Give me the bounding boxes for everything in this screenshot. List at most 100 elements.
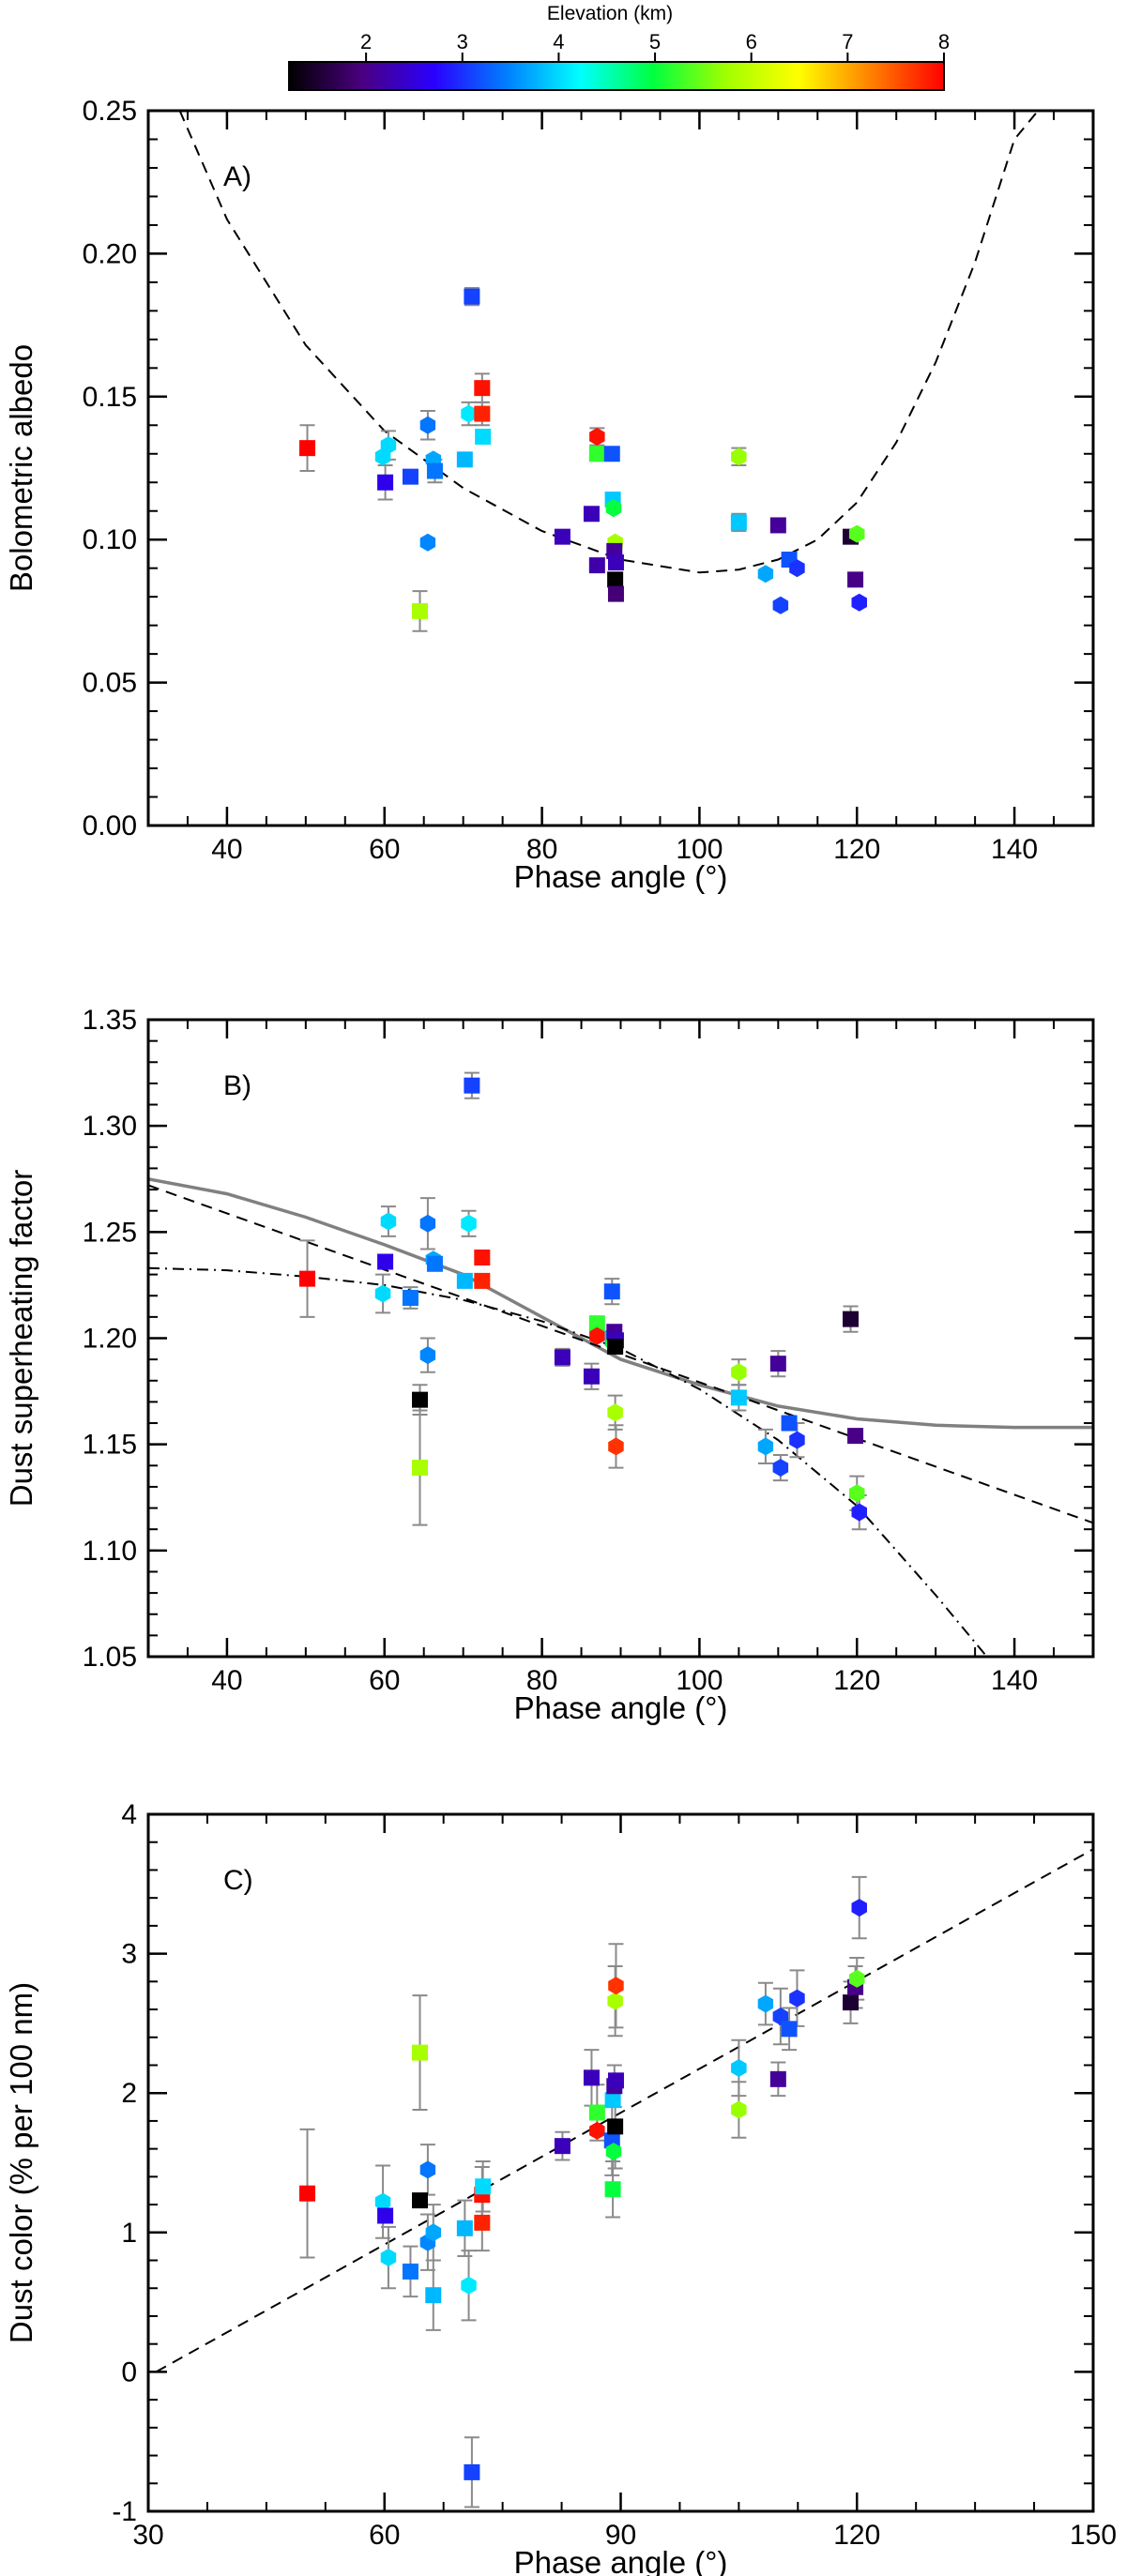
data-point-hexagon xyxy=(789,1989,805,2008)
y-tick-label: 1.35 xyxy=(83,1005,137,1036)
x-axis-title: Phase angle (°) xyxy=(514,2545,728,2576)
x-tick-label: 60 xyxy=(369,834,400,865)
x-tick-label: 40 xyxy=(211,834,242,865)
data-point-square xyxy=(604,2181,621,2198)
x-tick-label: 150 xyxy=(1070,2520,1117,2551)
data-point-square xyxy=(377,2207,394,2224)
x-tick-label: 140 xyxy=(991,1665,1038,1696)
y-tick-label: 0.00 xyxy=(83,811,137,841)
data-point-hexagon xyxy=(419,533,436,552)
data-point-hexagon xyxy=(731,2059,747,2077)
data-point-square xyxy=(474,1249,491,1265)
x-tick-label: 90 xyxy=(605,2520,636,2551)
data-point-square xyxy=(604,2092,621,2109)
data-point-square xyxy=(588,557,605,574)
data-point-square xyxy=(769,1356,786,1372)
data-point-square xyxy=(554,528,571,545)
data-point-hexagon xyxy=(607,1403,623,1422)
data-point-square xyxy=(588,1315,605,1332)
data-point-square xyxy=(769,517,786,534)
y-tick-label: 0.05 xyxy=(83,668,137,699)
data-point-square xyxy=(412,2192,429,2209)
x-tick-label: 140 xyxy=(991,834,1038,865)
colorbar-title: Elevation (km) xyxy=(547,3,673,24)
data-point-square xyxy=(426,462,443,479)
fit-line-dashed xyxy=(178,111,1040,574)
panel-label-c: C) xyxy=(223,1865,253,1896)
data-point-hexagon xyxy=(789,1431,805,1449)
data-point-hexagon xyxy=(772,596,789,614)
data-point-square xyxy=(412,2044,429,2061)
x-tick-label: 100 xyxy=(676,834,723,865)
y-tick-label: 1.20 xyxy=(83,1324,137,1355)
y-tick-label: 0 xyxy=(121,2356,137,2387)
y-axis-title: Dust superheating factor xyxy=(4,1170,38,1508)
fit-line-dashed xyxy=(155,1848,1093,2373)
y-axis-title: Dust color (% per 100 nm) xyxy=(4,1982,38,2343)
x-axis-title: Phase angle (°) xyxy=(514,1690,728,1725)
data-point-hexagon xyxy=(461,404,477,423)
x-tick-label: 30 xyxy=(132,2520,163,2551)
data-point-hexagon xyxy=(757,1437,774,1456)
y-tick-label: 1.05 xyxy=(83,1642,137,1673)
data-point-square xyxy=(607,2118,624,2135)
data-point-hexagon xyxy=(419,1214,436,1233)
data-point-square xyxy=(456,2220,473,2236)
data-point-hexagon xyxy=(589,428,605,446)
colorbar-tick-label: 7 xyxy=(842,30,853,53)
data-point-square xyxy=(412,1460,429,1477)
panel-a: 40 60 80 100 120 140 0.00 0.05 0.10 0.15 0.20 0.25 P… xyxy=(4,96,1095,894)
x-tick-label: 60 xyxy=(369,1665,400,1696)
y-tick-label: 1 xyxy=(121,2218,137,2249)
x-axis-title: Phase angle (°) xyxy=(514,859,728,894)
data-point-square xyxy=(299,2185,316,2202)
colorbar-ticks: 2 3 4 5 6 7 8 xyxy=(360,30,950,62)
colorbar-tick-label: 3 xyxy=(457,30,468,53)
fit-line-dashed xyxy=(148,1184,1093,1524)
y-tick-label: 0.10 xyxy=(83,524,137,555)
data-point-square xyxy=(377,474,394,491)
data-point-square xyxy=(377,1253,394,1270)
colorbar-tick-label: 6 xyxy=(746,30,757,53)
data-point-square xyxy=(456,451,473,468)
data-point-hexagon xyxy=(374,1284,391,1303)
y-tick-label: 1.10 xyxy=(83,1536,137,1567)
colorbar: Elevation (km) 2 3 4 5 6 7 8 xyxy=(288,3,950,91)
data-point-square xyxy=(583,1368,600,1385)
data-point-hexagon xyxy=(849,1969,865,1988)
x-tick-label: 120 xyxy=(833,834,880,865)
data-point-square xyxy=(583,506,600,523)
data-point-hexagon xyxy=(757,565,774,583)
data-point-square xyxy=(412,1391,429,1408)
x-tick-label: 40 xyxy=(211,1665,242,1696)
data-point-square xyxy=(607,1339,624,1356)
data-point-square xyxy=(607,585,624,602)
data-point-hexagon xyxy=(589,2121,605,2140)
data-point-square xyxy=(843,1311,860,1327)
y-tick-label: 3 xyxy=(121,1939,137,1970)
data-point-hexagon xyxy=(419,2160,436,2179)
data-point-square xyxy=(847,571,864,588)
plot-frame xyxy=(146,1018,1095,1659)
data-point-square xyxy=(588,2104,605,2121)
x-tick-label: 60 xyxy=(369,2520,400,2551)
data-point-square xyxy=(730,514,747,531)
data-point-square xyxy=(456,1272,473,1289)
data-point-hexagon xyxy=(757,1994,774,2013)
data-point-hexagon xyxy=(851,593,867,612)
data-point-hexagon xyxy=(461,1214,477,1233)
data-point-hexagon xyxy=(380,2249,397,2266)
data-point-square xyxy=(554,1349,571,1366)
data-point-hexagon xyxy=(731,2100,747,2119)
x-tick-label: 120 xyxy=(833,2520,880,2551)
data-point-square xyxy=(474,1272,491,1289)
data-point-hexagon xyxy=(605,2143,622,2161)
data-point-square xyxy=(607,554,624,571)
data-point-hexagon xyxy=(380,1212,397,1231)
data-point-square xyxy=(412,602,429,619)
colorbar-tick-label: 2 xyxy=(360,30,372,53)
data-point-square xyxy=(603,446,620,462)
colorbar-gradient xyxy=(288,61,945,91)
data-point-square xyxy=(464,1077,480,1094)
y-tick-label: 1.30 xyxy=(83,1111,137,1142)
